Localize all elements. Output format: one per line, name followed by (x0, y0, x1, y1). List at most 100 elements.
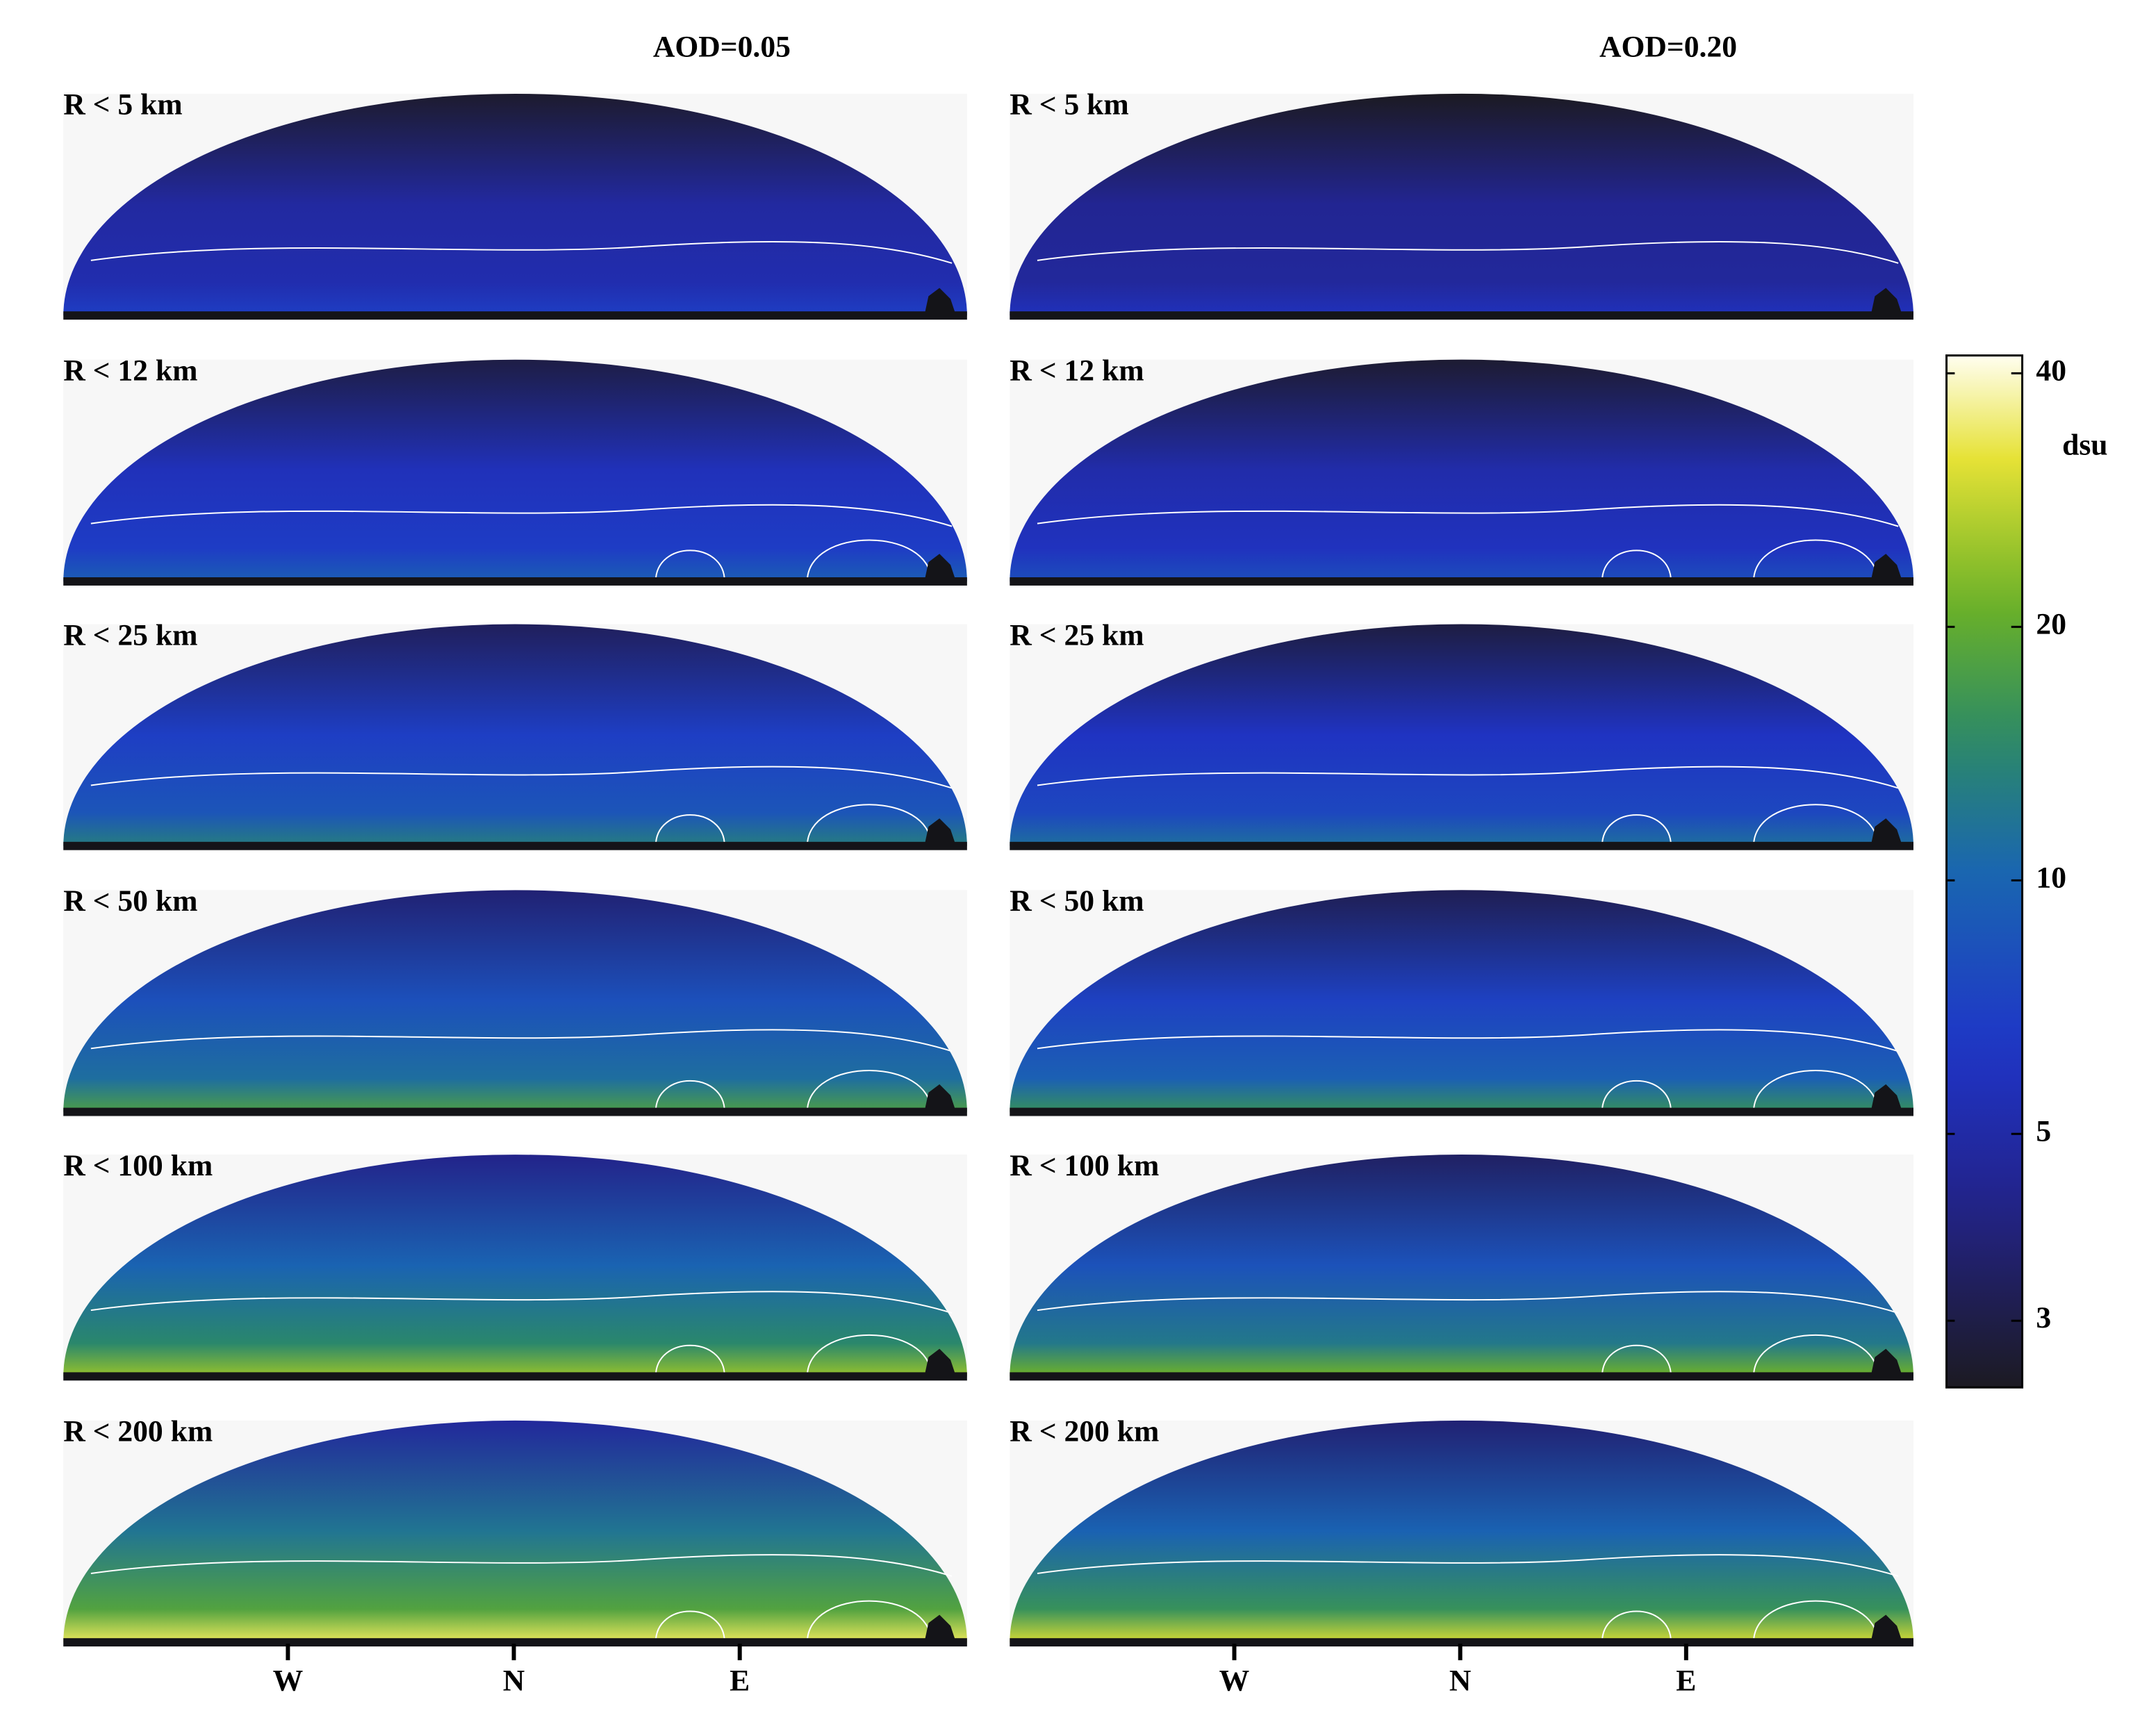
terrain-silhouette (924, 288, 956, 316)
column-title: AOD=0.20 (1599, 30, 1737, 63)
contour-line (654, 1344, 725, 1377)
terrain-silhouette (1870, 1084, 1903, 1112)
contour-line (654, 549, 725, 581)
sky-dome (1010, 1155, 1913, 1377)
contour-line (806, 1600, 932, 1643)
colorbar-tick-label: 40 (2036, 354, 2066, 387)
terrain-silhouette (924, 818, 956, 846)
sky-dome (63, 93, 967, 316)
sky-dome (1010, 890, 1913, 1112)
contour-line (1752, 1600, 1879, 1643)
contour-line (1601, 1610, 1672, 1643)
colorbar-tick-label: 10 (2036, 861, 2066, 894)
horizon (1010, 841, 1913, 850)
contour-line (1601, 1080, 1672, 1112)
terrain-silhouette (924, 554, 956, 581)
row-label: R < 100 km (1010, 1149, 1159, 1182)
sky-panel (63, 890, 967, 1118)
colorbar (1945, 354, 2024, 1389)
contour-line (1752, 1070, 1879, 1112)
x-tick-label: W (1219, 1664, 1250, 1698)
terrain-silhouette (1870, 1348, 1903, 1377)
row-label: R < 5 km (63, 88, 182, 122)
contour-line (1752, 1334, 1879, 1377)
contour-line (1037, 1029, 1899, 1052)
row-label: R < 50 km (63, 884, 197, 918)
sky-dome (63, 359, 967, 581)
row-label: R < 12 km (63, 354, 197, 387)
terrain-silhouette (1870, 288, 1903, 316)
contour-line (1601, 1344, 1672, 1377)
colorbar-tick-label: 20 (2036, 607, 2066, 640)
column-title: AOD=0.05 (653, 30, 791, 63)
row-label: R < 12 km (1010, 354, 1144, 387)
sky-dome (63, 1155, 967, 1377)
contour-line (90, 1291, 953, 1314)
colorbar-label: dsu (2062, 429, 2107, 462)
horizon (1010, 311, 1913, 320)
contour-line (1752, 804, 1879, 846)
sky-panel (63, 1420, 967, 1648)
contour-line (1037, 1554, 1899, 1577)
row-label: R < 100 km (63, 1149, 213, 1182)
horizon (63, 577, 967, 586)
sky-dome (63, 890, 967, 1112)
terrain-silhouette (924, 1348, 956, 1377)
contour-line (1037, 504, 1899, 527)
contour-line (1037, 766, 1899, 789)
contour-line (90, 1554, 953, 1577)
horizon (63, 311, 967, 320)
sky-panel (1010, 890, 1913, 1118)
sky-panel (1010, 1420, 1913, 1648)
x-tick-label: N (503, 1664, 525, 1698)
sky-dome (63, 1420, 967, 1643)
row-label: R < 200 km (1010, 1415, 1159, 1448)
row-label: R < 5 km (1010, 88, 1128, 122)
contour-line (654, 814, 725, 846)
horizon (1010, 1107, 1913, 1116)
sky-panel (1010, 93, 1913, 322)
sky-dome (1010, 359, 1913, 581)
contour-line (806, 1070, 932, 1112)
sky-dome (1010, 93, 1913, 316)
sky-dome (1010, 624, 1913, 846)
sky-panel (1010, 1155, 1913, 1382)
terrain-silhouette (924, 1084, 956, 1112)
terrain-silhouette (924, 1614, 956, 1643)
horizon (63, 1372, 967, 1381)
row-label: R < 200 km (63, 1415, 213, 1448)
horizon (1010, 1372, 1913, 1381)
sky-panel (63, 1155, 967, 1382)
contour-line (806, 804, 932, 846)
horizon (63, 1107, 967, 1116)
terrain-silhouette (1870, 818, 1903, 846)
terrain-silhouette (1870, 554, 1903, 581)
x-tick-label: E (1676, 1664, 1696, 1698)
contour-line (1752, 539, 1879, 581)
sky-panel (1010, 359, 1913, 587)
x-tick-label: W (273, 1664, 304, 1698)
row-label: R < 25 km (63, 618, 197, 652)
contour-line (90, 1029, 953, 1052)
contour-line (806, 1334, 932, 1377)
contour-line (654, 1610, 725, 1643)
contour-line (1037, 1291, 1899, 1314)
contour-line (90, 766, 953, 789)
sky-panel (63, 359, 967, 587)
x-tick-label: N (1449, 1664, 1471, 1698)
colorbar-tick-label: 3 (2036, 1301, 2051, 1334)
row-label: R < 25 km (1010, 618, 1144, 652)
contour-line (1037, 240, 1899, 264)
horizon (1010, 577, 1913, 586)
contour-line (806, 539, 932, 581)
contour-line (654, 1080, 725, 1112)
contour-line (1601, 814, 1672, 846)
contour-line (90, 504, 953, 527)
sky-panel (1010, 624, 1913, 852)
colorbar-tick-label: 5 (2036, 1114, 2051, 1148)
horizon (63, 1638, 967, 1647)
sky-panel (63, 624, 967, 852)
terrain-silhouette (1870, 1614, 1903, 1643)
row-label: R < 50 km (1010, 884, 1144, 918)
